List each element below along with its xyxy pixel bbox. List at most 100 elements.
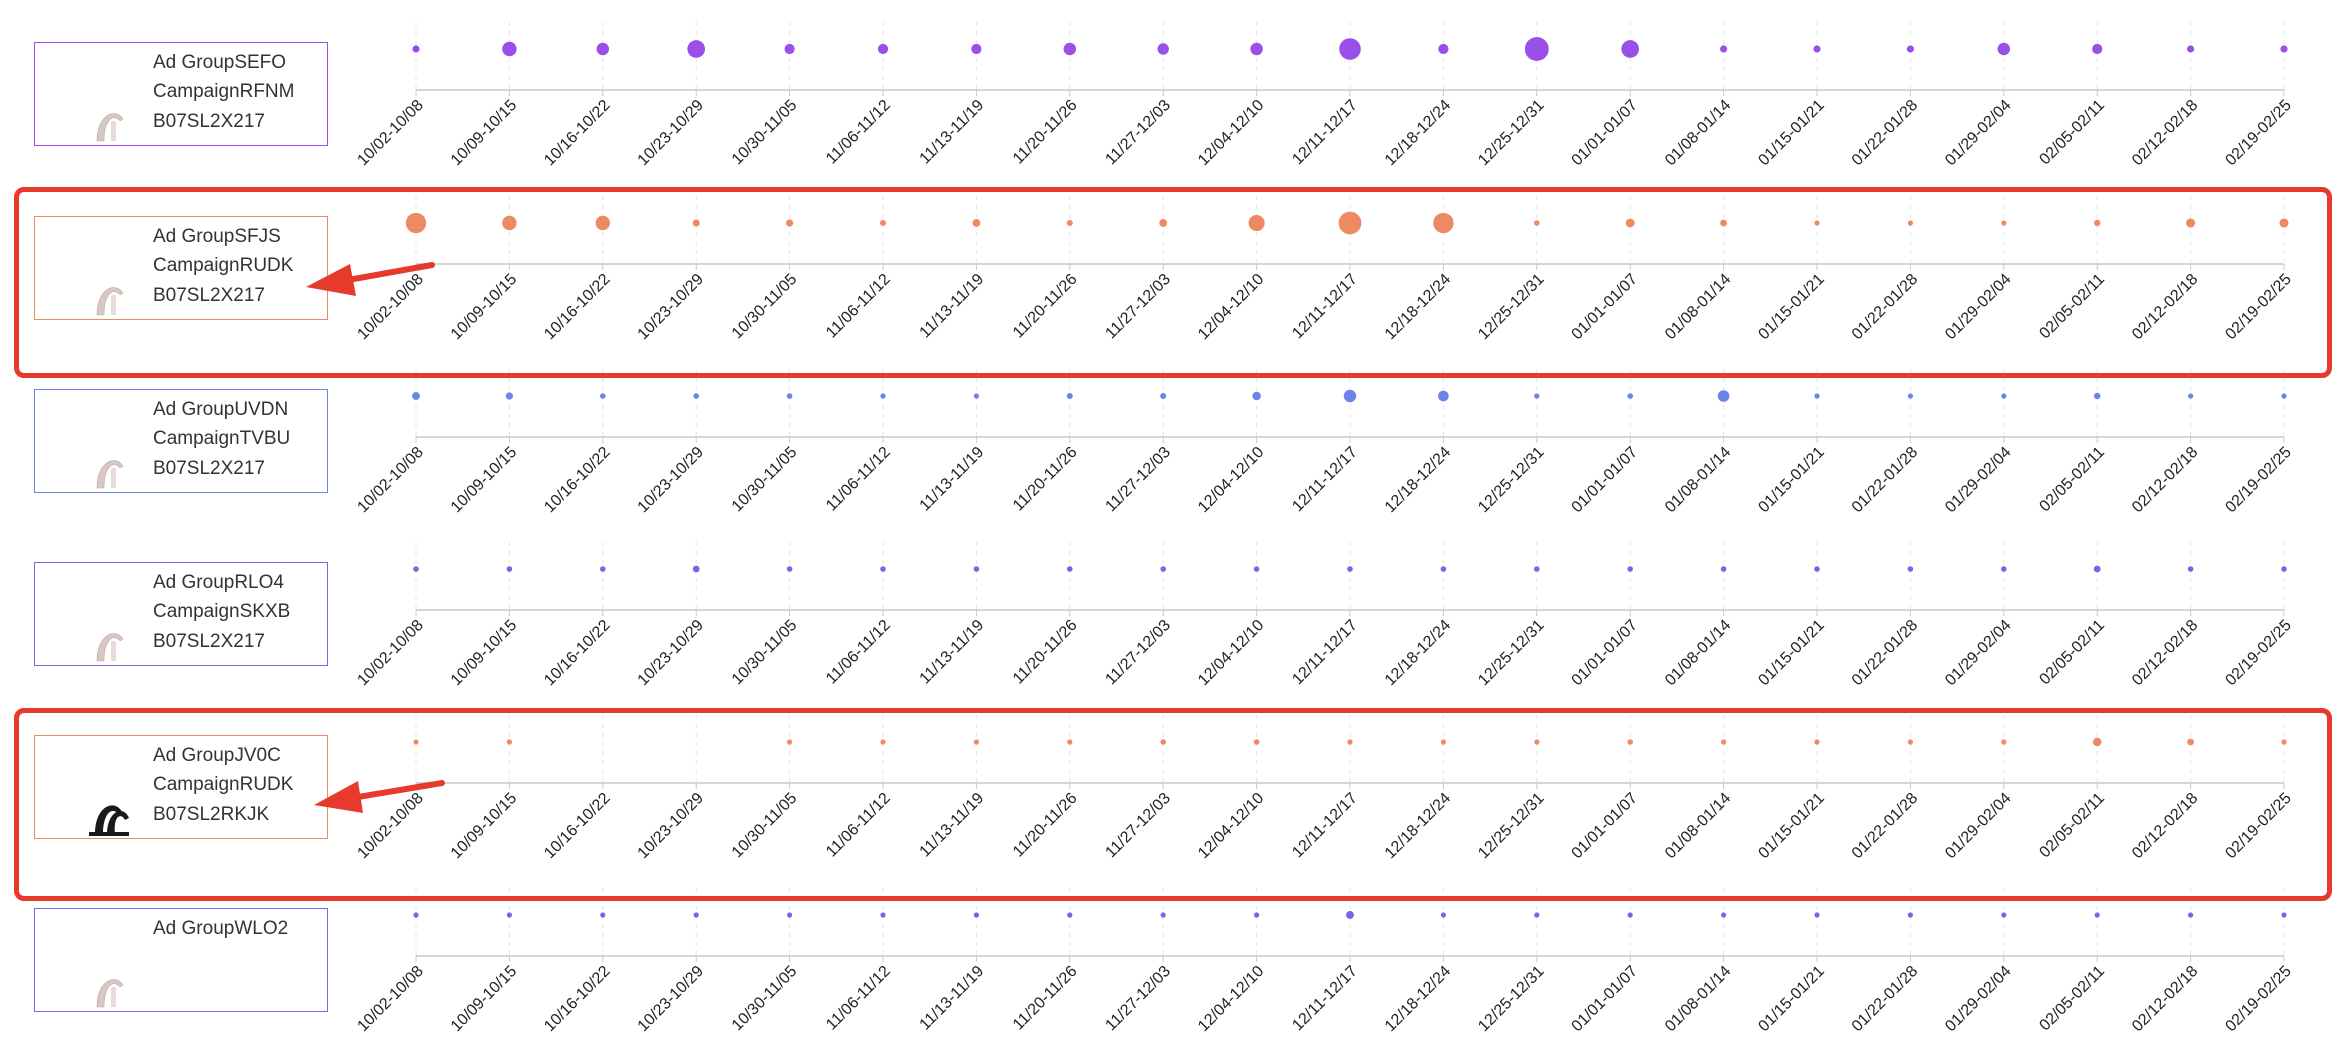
data-point[interactable] [2280,45,2288,53]
data-point[interactable] [692,219,700,227]
data-point[interactable] [1067,739,1073,745]
data-point[interactable] [1252,391,1261,401]
data-point[interactable] [2094,912,2100,918]
data-point[interactable] [2281,739,2287,745]
data-point[interactable] [1250,42,1263,56]
data-point[interactable] [405,212,427,234]
data-point[interactable] [1907,566,1914,572]
data-point[interactable] [412,45,420,53]
data-point[interactable] [1721,739,1727,745]
data-point[interactable] [2001,912,2007,918]
data-point[interactable] [2281,566,2287,572]
data-point[interactable] [1997,42,2011,56]
data-point[interactable] [2001,220,2007,226]
data-point[interactable] [506,912,512,918]
data-point[interactable] [1627,566,1633,572]
data-point[interactable] [1625,218,1635,228]
data-point[interactable] [880,393,886,399]
data-point[interactable] [786,393,793,399]
data-point[interactable] [877,43,889,55]
data-point[interactable] [502,215,517,231]
data-point[interactable] [971,43,982,55]
data-point[interactable] [1906,45,1914,53]
data-point[interactable] [972,219,981,227]
data-point[interactable] [1907,393,1913,399]
data-point[interactable] [1160,392,1167,400]
data-point[interactable] [595,215,610,231]
data-point[interactable] [2279,218,2289,228]
data-point[interactable] [2092,737,2102,747]
data-point[interactable] [2186,218,2196,228]
data-point[interactable] [600,393,606,399]
data-point[interactable] [1343,389,1357,403]
data-point[interactable] [1438,390,1449,402]
data-point[interactable] [1534,220,1540,226]
data-point[interactable] [693,912,699,918]
ad-group-card[interactable]: Ad GroupSFJS CampaignRUDK B07SL2X217 [34,216,328,320]
data-point[interactable] [1160,912,1166,918]
data-point[interactable] [786,566,793,572]
data-point[interactable] [413,566,419,572]
data-point[interactable] [787,739,793,745]
data-point[interactable] [1438,43,1449,55]
data-point[interactable] [1720,219,1728,227]
data-point[interactable] [2187,566,2194,572]
data-point[interactable] [1347,739,1353,745]
data-point[interactable] [1524,37,1549,61]
data-point[interactable] [1717,390,1730,402]
data-point[interactable] [1433,212,1454,234]
data-point[interactable] [1534,912,1540,918]
data-point[interactable] [973,912,980,918]
data-point[interactable] [693,393,699,399]
data-point[interactable] [1347,566,1353,572]
data-point[interactable] [1621,40,1640,58]
data-point[interactable] [2281,393,2287,399]
data-point[interactable] [880,566,886,572]
data-point[interactable] [1440,912,1446,918]
data-point[interactable] [505,392,513,400]
data-point[interactable] [1253,739,1260,745]
data-point[interactable] [2188,393,2194,399]
data-point[interactable] [2001,393,2007,399]
data-point[interactable] [1720,45,1728,53]
data-point[interactable] [413,912,419,918]
data-point[interactable] [1440,566,1447,572]
data-point[interactable] [1248,214,1265,232]
data-point[interactable] [1346,911,1354,919]
data-point[interactable] [880,912,886,918]
data-point[interactable] [506,739,512,745]
data-point[interactable] [1814,739,1820,745]
data-point[interactable] [2188,912,2194,918]
data-point[interactable] [879,219,887,227]
data-point[interactable] [600,566,606,572]
data-point[interactable] [1159,219,1168,227]
data-point[interactable] [1440,739,1446,745]
data-point[interactable] [1157,43,1169,55]
data-point[interactable] [1907,739,1913,745]
ad-group-card[interactable]: Ad GroupUVDN CampaignTVBU B07SL2X217 [34,389,328,493]
data-point[interactable] [784,43,795,55]
data-point[interactable] [1814,220,1820,226]
data-point[interactable] [1907,220,1913,226]
data-point[interactable] [973,739,980,745]
data-point[interactable] [1066,392,1073,400]
data-point[interactable] [1814,393,1820,399]
data-point[interactable] [2093,565,2101,573]
data-point[interactable] [787,912,793,918]
data-point[interactable] [1720,566,1727,572]
data-point[interactable] [1813,45,1821,53]
data-point[interactable] [2187,738,2195,746]
data-point[interactable] [973,393,980,399]
data-point[interactable] [1814,912,1820,918]
data-point[interactable] [1721,912,1727,918]
data-point[interactable] [1814,566,1820,572]
data-point[interactable] [687,40,706,58]
data-point[interactable] [1907,912,1913,918]
data-point[interactable] [600,912,606,918]
ad-group-card[interactable]: Ad GroupRLO4 CampaignSKXB B07SL2X217 [34,562,328,666]
data-point[interactable] [2093,219,2101,227]
data-point[interactable] [1160,566,1166,572]
data-point[interactable] [413,739,419,745]
data-point[interactable] [1067,912,1073,918]
data-point[interactable] [506,566,513,572]
